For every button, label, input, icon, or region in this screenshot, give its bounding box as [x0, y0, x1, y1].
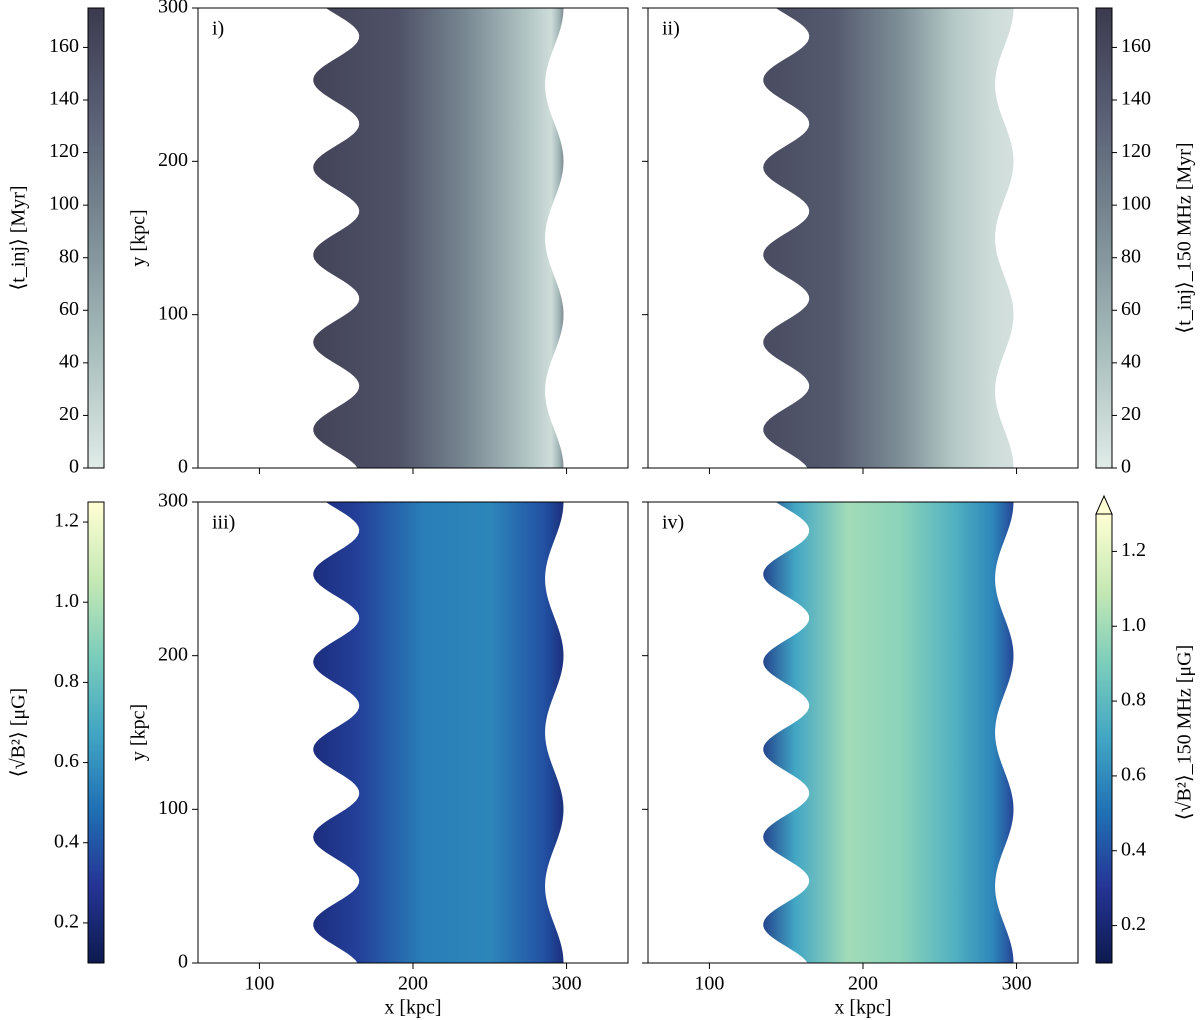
x-tick-label: 300	[552, 973, 582, 995]
colorbar-label: ⟨√B²⟩ [μG]	[8, 688, 30, 777]
colorbar	[87, 501, 105, 964]
panel-label: ii)	[662, 18, 680, 40]
colorbar-tick-label: 1.0	[54, 590, 79, 612]
colorbar-tick-label: 140	[1121, 88, 1151, 110]
x-tick-label: 300	[1002, 973, 1032, 995]
x-tick-label: 100	[244, 973, 274, 995]
colorbar-label: ⟨√B²⟩_150 MHz [μG]	[1174, 645, 1196, 821]
colorbar-label: ⟨t_inj⟩_150 MHz [Myr]	[1174, 142, 1196, 333]
heatmap	[763, 8, 1014, 468]
colorbar-tick-label: 20	[1121, 403, 1141, 425]
colorbar-tick-label: 0	[1121, 456, 1131, 478]
colorbar-tick-label: 60	[1121, 298, 1141, 320]
y-tick-label: 100	[158, 302, 188, 324]
x-tick-label: 100	[694, 973, 724, 995]
colorbar-tick-label: 1.2	[1121, 539, 1146, 561]
colorbar-tick-label: 0.2	[1121, 913, 1146, 935]
colorbar-tick-label: 80	[1121, 245, 1141, 267]
colorbar-tick-label: 0	[69, 456, 79, 478]
x-axis-label: x [kpc]	[384, 997, 441, 1019]
x-tick-label: 200	[848, 973, 878, 995]
colorbar-tick-label: 160	[1121, 35, 1151, 57]
panel-label: i)	[212, 18, 224, 40]
colorbar-tick-label: 0.8	[54, 670, 79, 692]
colorbar-tick-label: 100	[49, 193, 79, 215]
heatmap	[313, 8, 564, 468]
colorbar-extend	[1095, 494, 1113, 515]
y-tick-label: 200	[158, 643, 188, 665]
y-axis-label: y [kpc]	[128, 209, 150, 266]
y-tick-label: 200	[158, 149, 188, 171]
panel-label: iii)	[212, 512, 235, 534]
colorbar-tick-label: 0.4	[1121, 838, 1146, 860]
y-tick-label: 0	[178, 951, 188, 973]
colorbar-tick-label: 40	[1121, 350, 1141, 372]
y-axis-label: y [kpc]	[128, 704, 150, 761]
colorbar-tick-label: 40	[59, 350, 79, 372]
heatmap	[763, 502, 1014, 963]
y-tick-label: 0	[178, 456, 188, 478]
colorbar-tick-label: 20	[59, 403, 79, 425]
panel-label: iv)	[662, 512, 684, 534]
colorbar-tick-label: 1.0	[1121, 614, 1146, 636]
colorbar-tick-label: 0.4	[54, 830, 79, 852]
heatmap	[313, 502, 564, 963]
colorbar	[1095, 7, 1113, 469]
colorbar-tick-label: 100	[1121, 193, 1151, 215]
colorbar-tick-label: 140	[49, 88, 79, 110]
y-tick-label: 300	[158, 490, 188, 512]
colorbar	[1095, 513, 1113, 964]
colorbar-tick-label: 1.2	[54, 510, 79, 532]
colorbar-tick-label: 120	[49, 140, 79, 162]
colorbar-tick-label: 0.2	[54, 911, 79, 933]
y-tick-label: 100	[158, 797, 188, 819]
colorbar-tick-label: 0.6	[1121, 764, 1146, 786]
x-axis-label: x [kpc]	[834, 997, 891, 1019]
colorbar-tick-label: 80	[59, 245, 79, 267]
y-tick-label: 300	[158, 0, 188, 18]
colorbar	[87, 7, 105, 469]
x-tick-label: 200	[398, 973, 428, 995]
colorbar-tick-label: 60	[59, 298, 79, 320]
colorbar-label: ⟨t_inj⟩ [Myr]	[8, 185, 30, 290]
colorbar-tick-label: 0.6	[54, 750, 79, 772]
colorbar-tick-label: 160	[49, 35, 79, 57]
colorbar-tick-label: 120	[1121, 140, 1151, 162]
colorbar-tick-label: 0.8	[1121, 689, 1146, 711]
